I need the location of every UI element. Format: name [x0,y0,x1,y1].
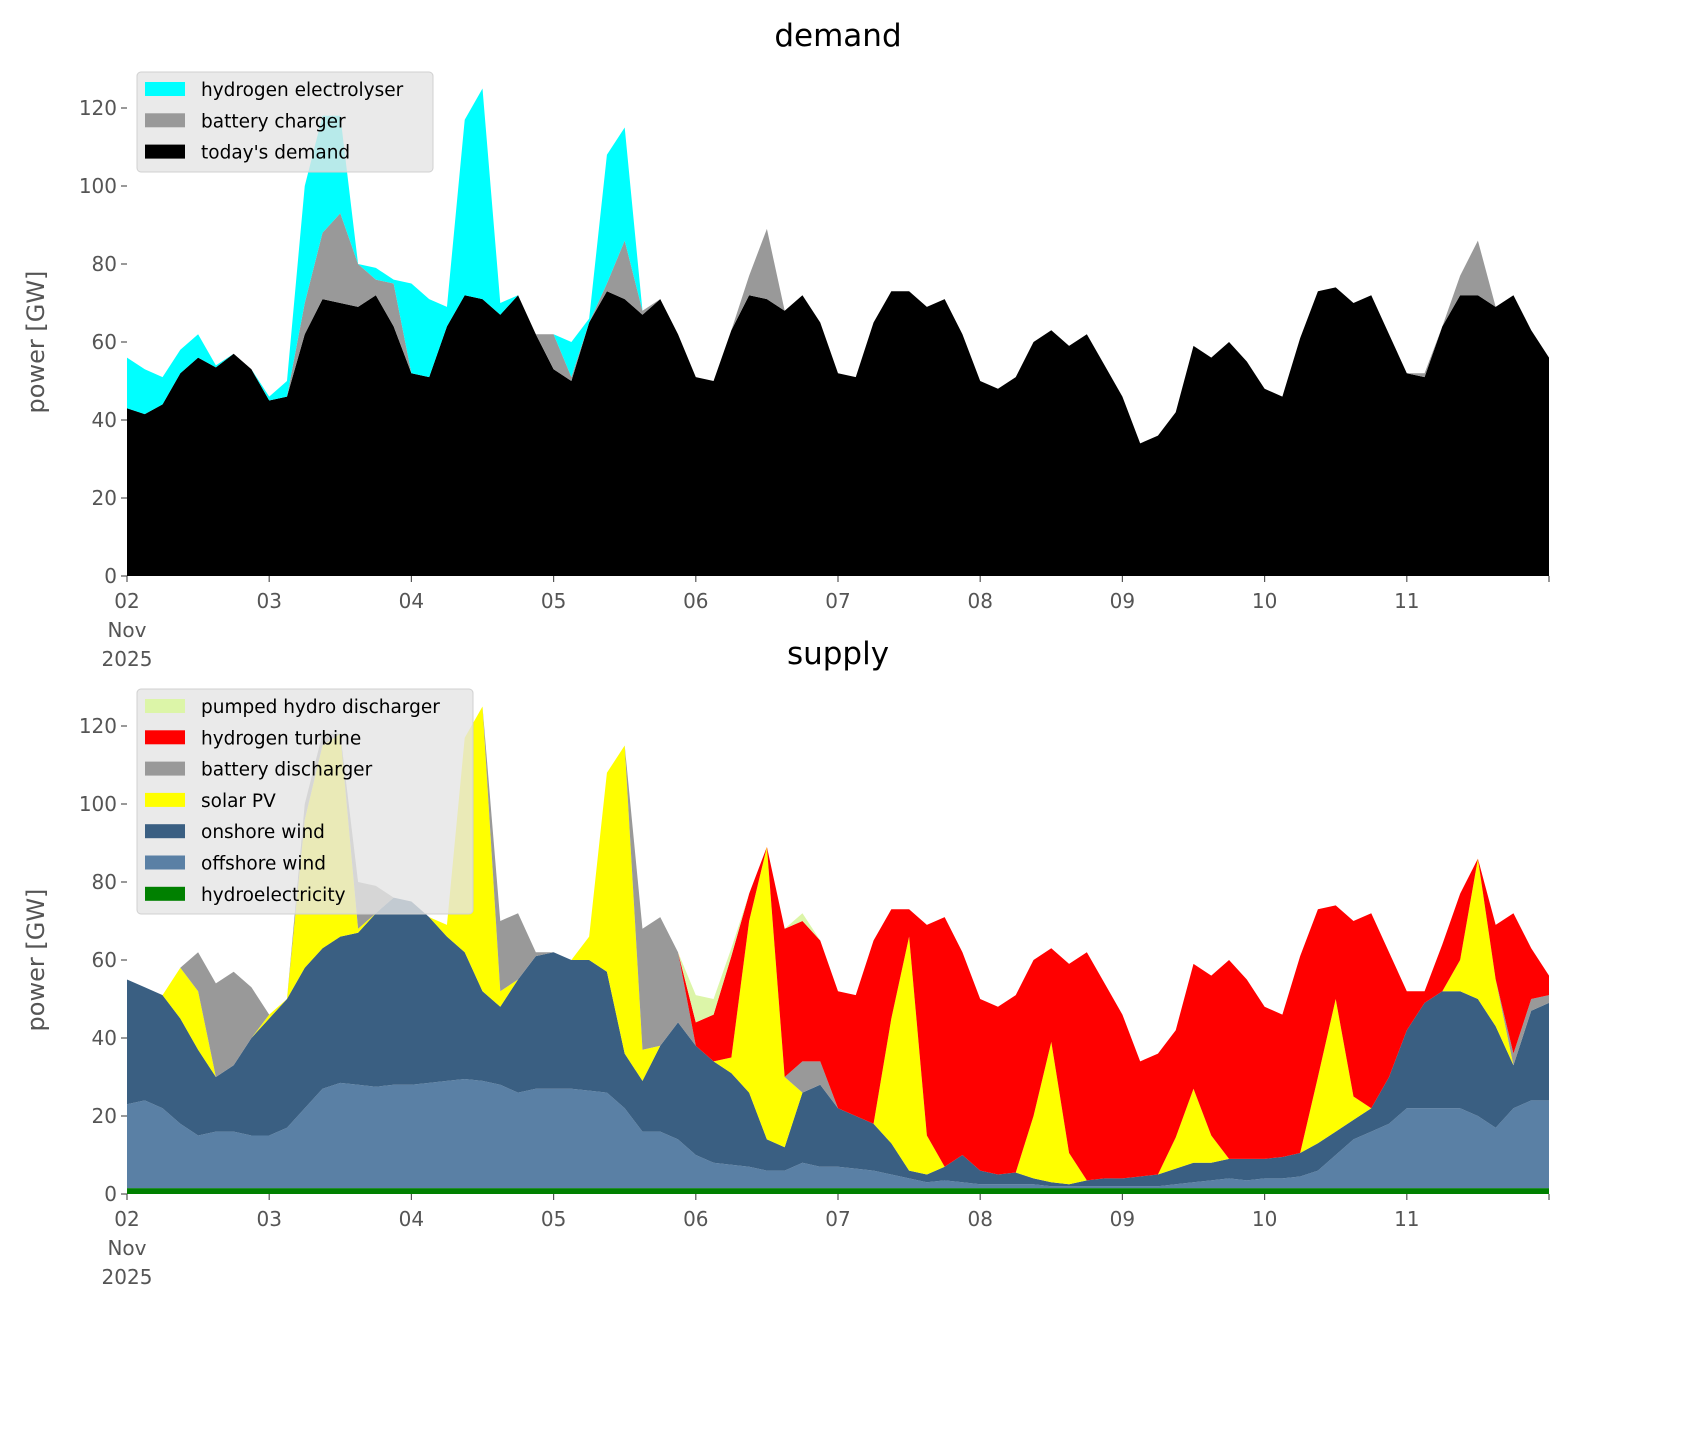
area-today-s-demand [127,287,1549,576]
y-tick-label: 60 [92,330,117,354]
y-tick-label: 100 [79,792,117,816]
demand-chart: demand power [GW] 0 20 40 60 80 100 120 02 Nov 2025… [22,18,1550,671]
legend-swatch [145,761,185,776]
legend-swatch [145,855,185,870]
legend-swatch [145,144,185,159]
x-tick-label: 08 [967,589,992,613]
y-tick-label: 0 [104,564,117,588]
legend: hydrogen electrolyser battery charger toda… [136,71,434,173]
legend-label: offshore wind [201,854,326,875]
x-tick-label: 11 [1394,1207,1419,1231]
legend-swatch [145,886,185,901]
legend-label: hydrogen electrolyser [201,80,404,101]
legend-label: solar PV [201,791,276,812]
legend-label: today's demand [201,143,350,164]
y-tick-label: 100 [79,174,117,198]
x-tick-label: Nov [107,618,146,642]
y-tick-label: 40 [92,1026,117,1050]
legend-label: pumped hydro discharger [201,697,440,718]
x-tick-label: 11 [1394,589,1419,613]
legend-label: battery charger [201,111,346,132]
legend-label: hydrogen turbine [201,728,361,749]
x-tick-label: Nov [107,1236,146,1260]
x-tick-label: 03 [256,589,281,613]
x-tick-label: 07 [825,1207,850,1231]
x-tick-label: 04 [399,1207,424,1231]
x-tick-label: 09 [1110,589,1135,613]
x-tick-label: 05 [541,589,566,613]
x-tick-label: 03 [256,1207,281,1231]
x-tick-label: 02 [114,1207,139,1231]
x-tick-label: 10 [1252,589,1277,613]
x-tick-label: 10 [1252,1207,1277,1231]
y-axis-label: power [GW] [22,889,50,1032]
y-tick-label: 80 [92,870,117,894]
y-tick-label: 60 [92,948,117,972]
x-tick-label: 09 [1110,1207,1135,1231]
area-hydroelectricity [127,1188,1549,1194]
area-solar-pv [127,706,1549,1185]
y-tick-label: 20 [92,486,117,510]
x-tick-label: 04 [399,589,424,613]
legend: pumped hydro discharger hydrogen turbine b… [136,688,474,915]
legend-swatch [145,824,185,839]
legend-box [136,688,474,915]
y-tick-label: 120 [79,96,117,120]
area-hydrogen-electrolyser [127,88,1549,444]
legend-box [136,71,434,173]
y-tick-label: 20 [92,1104,117,1128]
legend-swatch [145,730,185,745]
legend-swatch [145,699,185,713]
area-onshore-wind [127,897,1549,1187]
legend-label: hydroelectricity [201,885,346,906]
supply-chart: supply power [GW] 0 20 40 60 80 100 120 02 Nov 2025… [22,636,1550,1289]
area-hydrogen-turbine [127,706,1549,1181]
area-offshore-wind [127,1078,1549,1189]
x-tick-label: 02 [114,589,139,613]
x-tick-label: 2025 [102,647,153,671]
legend-swatch [145,792,185,807]
legend-label: onshore wind [201,822,325,843]
legend-swatch [145,82,185,96]
y-tick-label: 0 [104,1182,117,1206]
x-tick-label: 07 [825,589,850,613]
y-tick-label: 80 [92,252,117,276]
legend-label: battery discharger [201,760,373,781]
x-tick-label: 2025 [102,1265,153,1289]
x-tick-label: 05 [541,1207,566,1231]
y-tick-label: 40 [92,408,117,432]
x-tick-label: 06 [683,1207,708,1231]
x-tick-label: 08 [967,1207,992,1231]
legend-swatch [145,113,185,128]
chart-title: supply [787,636,889,672]
y-axis-label: power [GW] [22,271,50,414]
y-tick-label: 120 [79,714,117,738]
x-tick-label: 06 [683,589,708,613]
chart-title: demand [774,18,901,54]
